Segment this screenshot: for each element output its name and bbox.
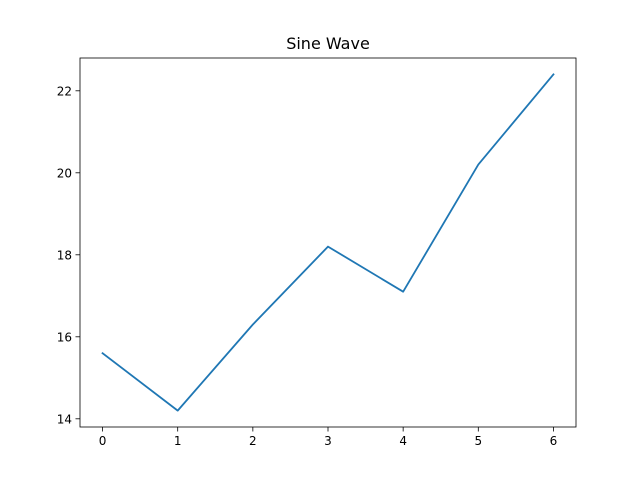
x-tick-label: 0 [99, 434, 107, 448]
x-tick-label: 1 [174, 434, 182, 448]
y-tick-label: 14 [57, 412, 72, 426]
y-tick-label: 22 [57, 84, 72, 98]
x-tick-label: 5 [474, 434, 482, 448]
chart-title: Sine Wave [286, 34, 370, 53]
x-tick-label: 3 [324, 434, 332, 448]
series-line [101, 73, 555, 412]
y-tick-label: 18 [57, 248, 72, 262]
x-tick-label: 4 [399, 434, 407, 448]
x-tick-label: 6 [550, 434, 558, 448]
y-tick-label: 20 [57, 166, 72, 180]
plot-area: 0 1 2 3 4 5 6 14 16 18 20 22 [57, 57, 577, 448]
x-tick-label: 2 [249, 434, 257, 448]
y-tick-label: 16 [57, 330, 72, 344]
